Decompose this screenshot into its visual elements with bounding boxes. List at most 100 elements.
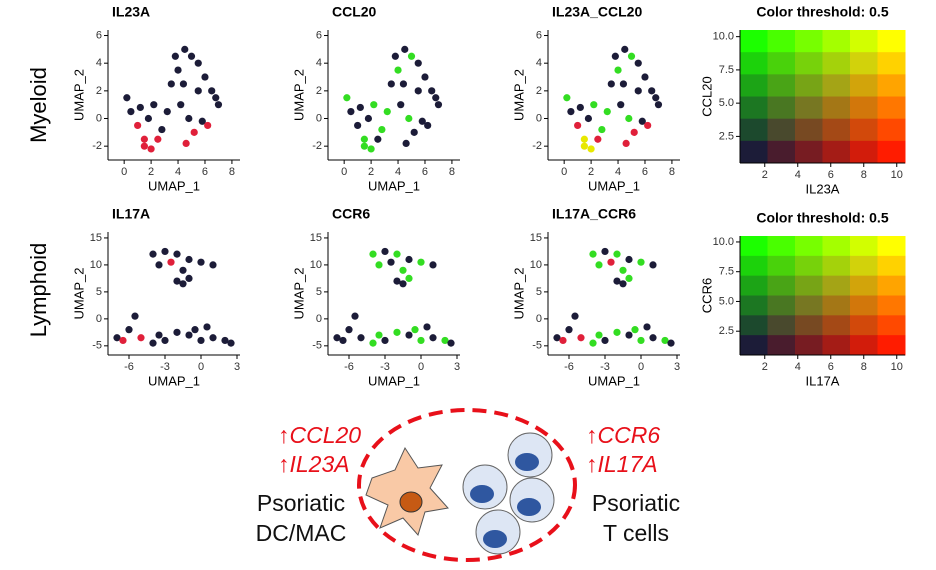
- point: [563, 94, 571, 102]
- point: [603, 107, 611, 116]
- y-tick-label: 0: [316, 313, 322, 325]
- point: [167, 258, 175, 266]
- point: [171, 52, 179, 60]
- point: [421, 73, 429, 81]
- x-tick-label: 0: [561, 166, 567, 178]
- y-tick-label: -5: [92, 340, 102, 352]
- x-tick-label: 3: [674, 361, 680, 373]
- t-nuclei: [470, 453, 541, 548]
- color-cell: [795, 295, 823, 316]
- panel-title: CCL20: [332, 4, 377, 20]
- point: [201, 73, 209, 81]
- point: [369, 250, 377, 258]
- y-tick-label: 6: [96, 29, 102, 41]
- point: [155, 331, 163, 339]
- point: [643, 323, 651, 331]
- point: [370, 101, 378, 109]
- point: [634, 59, 642, 67]
- point: [140, 142, 148, 150]
- point: [417, 336, 425, 345]
- color-cell: [767, 335, 796, 356]
- color-cell: [877, 315, 906, 336]
- y-tick-label: 15: [530, 232, 542, 244]
- niche-outline: [357, 408, 577, 562]
- color-cell: [740, 295, 768, 316]
- color-cell: [822, 275, 851, 296]
- point: [631, 326, 639, 334]
- y-tick-label: 6: [316, 29, 322, 41]
- color-cell: [822, 96, 851, 120]
- color-cell: [850, 52, 878, 75]
- row-label: Myeloid: [26, 67, 51, 143]
- point: [411, 326, 419, 334]
- point: [405, 255, 413, 264]
- y-axis-label: UMAP_2: [291, 69, 306, 121]
- point: [360, 142, 368, 150]
- x-tick-label: 2: [588, 166, 594, 178]
- y-axis-label: UMAP_2: [511, 69, 526, 121]
- point: [339, 336, 347, 345]
- x-tick-label: 0: [121, 166, 127, 178]
- color-cell: [740, 30, 768, 53]
- x-tick-label: 8: [861, 361, 867, 373]
- color-cell: [877, 96, 906, 120]
- y-tick-label: 5: [96, 286, 102, 298]
- y-tick-label: 2: [96, 85, 102, 97]
- point: [553, 334, 561, 342]
- point: [611, 52, 619, 60]
- point: [123, 94, 131, 102]
- point: [417, 258, 425, 266]
- point: [654, 101, 663, 109]
- point: [173, 328, 181, 336]
- y-tick-label: 0: [316, 112, 322, 124]
- x-tick-label: 8: [861, 169, 867, 181]
- point: [619, 266, 627, 274]
- y-tick-label: 5: [316, 286, 322, 298]
- y-tick-label: 10: [530, 259, 542, 271]
- point: [571, 312, 579, 320]
- y-tick-label: 7.5: [719, 266, 734, 278]
- point: [627, 52, 636, 60]
- x-tick-label: 8: [669, 166, 675, 178]
- point: [140, 135, 148, 143]
- color-cell: [822, 295, 851, 316]
- color-cell: [795, 255, 823, 277]
- color-cell: [740, 52, 768, 75]
- color-cell: [877, 74, 906, 97]
- point: [351, 312, 359, 320]
- color-cell: [822, 52, 851, 75]
- x-tick-label: -6: [564, 361, 574, 373]
- x-tick-label: 3: [454, 361, 460, 373]
- point: [619, 80, 628, 88]
- x-tick-label: -6: [344, 361, 354, 373]
- color-cell: [850, 30, 878, 53]
- point: [163, 107, 171, 116]
- color-cell: [850, 295, 878, 316]
- point: [621, 45, 629, 53]
- y-axis-label: UMAP_2: [71, 69, 86, 121]
- point: [356, 103, 364, 112]
- point: [625, 274, 633, 282]
- point: [212, 94, 220, 102]
- point: [155, 261, 163, 269]
- point: [667, 339, 675, 347]
- point: [374, 135, 382, 143]
- panel-title: Color threshold: 0.5: [756, 4, 888, 20]
- point: [637, 258, 645, 266]
- point: [173, 277, 181, 285]
- point: [203, 323, 211, 331]
- point: [357, 334, 365, 342]
- x-axis-label: UMAP_1: [368, 178, 420, 193]
- point: [644, 121, 652, 130]
- color-cell: [767, 96, 796, 120]
- point: [149, 339, 157, 347]
- point: [577, 334, 585, 342]
- point: [179, 266, 187, 274]
- x-tick-label: 10: [891, 361, 903, 373]
- panel-title: IL17A: [112, 206, 150, 222]
- point: [137, 334, 145, 342]
- color-cell: [795, 335, 823, 356]
- point: [625, 255, 633, 264]
- point: [607, 258, 615, 266]
- y-tick-label: 5: [536, 286, 542, 298]
